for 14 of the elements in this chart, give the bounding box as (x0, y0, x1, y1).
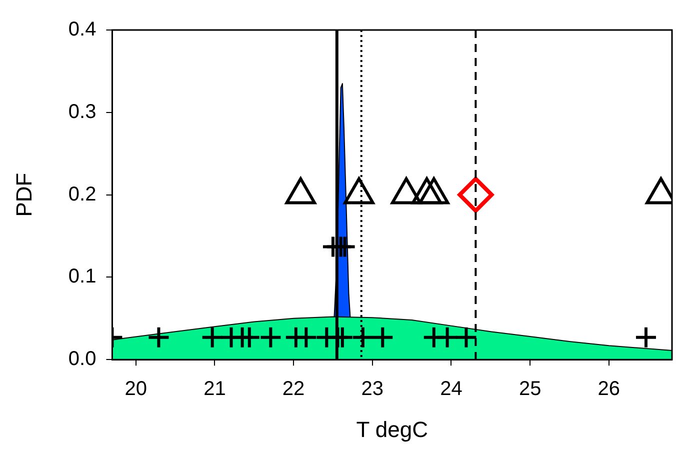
x-tick-label: 21 (204, 378, 226, 400)
y-axis-title: PDF (11, 172, 36, 217)
y-tick-label: 0.1 (68, 266, 96, 288)
x-tick-label: 24 (440, 378, 462, 400)
y-tick-label: 0.0 (68, 348, 96, 370)
y-tick-label: 0.3 (68, 100, 96, 123)
x-tick-label: 25 (518, 378, 542, 400)
x-tick-label: 26 (598, 378, 620, 400)
x-axis-title: T degC (356, 416, 428, 442)
x-tick-label: 23 (361, 378, 384, 400)
y-tick-label: 0.4 (68, 18, 96, 41)
y-tick-label: 0.2 (68, 183, 96, 206)
x-tick-label: 20 (124, 378, 147, 400)
x-tick-label: 22 (282, 378, 305, 400)
